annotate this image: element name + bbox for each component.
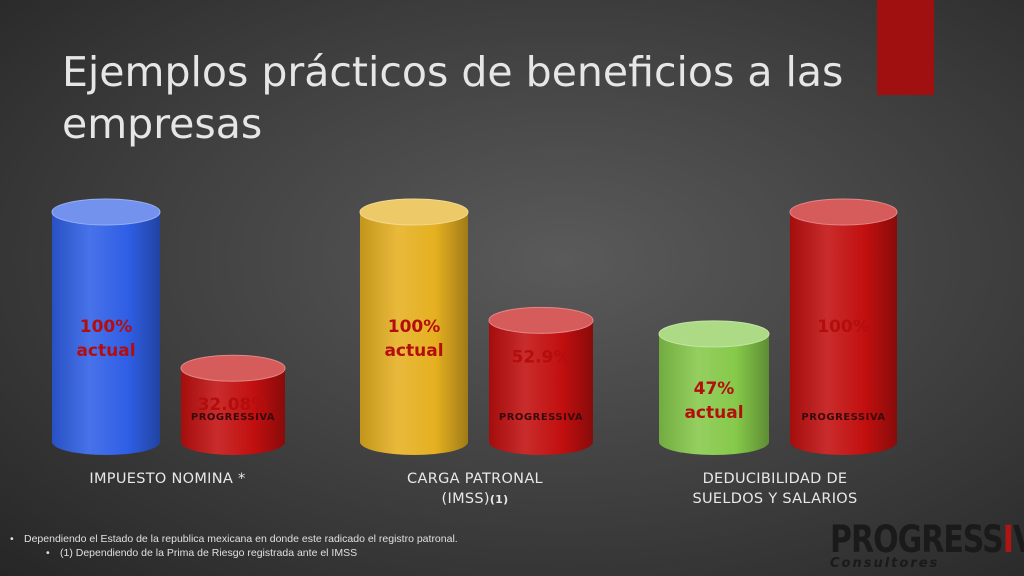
cylinder-body [52,212,160,455]
cylinder-top [789,198,898,226]
footnote-1: • Dependiendo el Estado de la republica m… [10,533,458,545]
value-label: 100% [80,317,133,337]
value-label: 100% [817,317,870,337]
slide-title: Ejemplos prácticos de beneficios a las e… [62,48,844,148]
value-sublabel: actual [76,341,135,361]
value-sublabel: actual [384,341,443,361]
category-label-carga-patronal: CARGA PATRONAL (IMSS)(1) [407,471,543,507]
footnote-2: • (1) Dependiendo de la Prima de Riesgo r… [46,547,358,559]
cylinder-body [181,368,285,455]
bar-watermark: PROGRESSIVA [499,412,583,423]
footnotes: • Dependiendo el Estado de la republica m… [10,532,790,560]
bar-watermark: PROGRESSIVA [801,412,885,423]
cylinder-body [489,320,593,455]
bullet-icon: • [10,533,14,545]
bar-watermark: PROGRESSIVA [191,412,275,423]
logo-subtitle: Consultores [830,556,940,571]
cylinder-body [790,212,897,455]
cylinder-top [51,198,161,226]
value-label: 100% [388,317,441,337]
accent-bar [877,0,934,95]
cylinder-bar: 32.08%PROGRESSIVA [180,354,286,455]
value-sublabel: actual [684,403,743,423]
category-label-deducibilidad: DEDUCIBILIDAD DE SUELDOS Y SALARIOS [692,471,858,507]
cylinder-top [359,198,469,226]
cylinder-body [360,212,468,455]
category-label-impuesto: IMPUESTO NOMINA * [89,471,246,487]
cylinder-top [488,306,594,334]
bullet-icon: • [46,547,50,559]
cylinder-top [658,320,770,348]
cylinder-bar: 100% actual [359,198,469,455]
cylinder-body [659,333,769,455]
progressiva-logo: PROGRESSIVA Consultores [826,518,1024,574]
cylinder-top [180,354,286,382]
category-note: (1) [489,493,509,506]
cylinder-bar: 47% actual [658,320,770,455]
value-label: 47% [694,379,735,399]
value-label: 32.08% [198,395,269,415]
logo-word: PROGRESSIVA [830,518,1024,562]
cylinder-bar: 52.9% PROGRESSIVA [488,306,594,455]
cylinder-bar: 100% actual [51,198,161,455]
value-label: 52.9% [512,347,571,367]
cylinder-bar: 100% PROGRESSIVA [789,198,898,455]
